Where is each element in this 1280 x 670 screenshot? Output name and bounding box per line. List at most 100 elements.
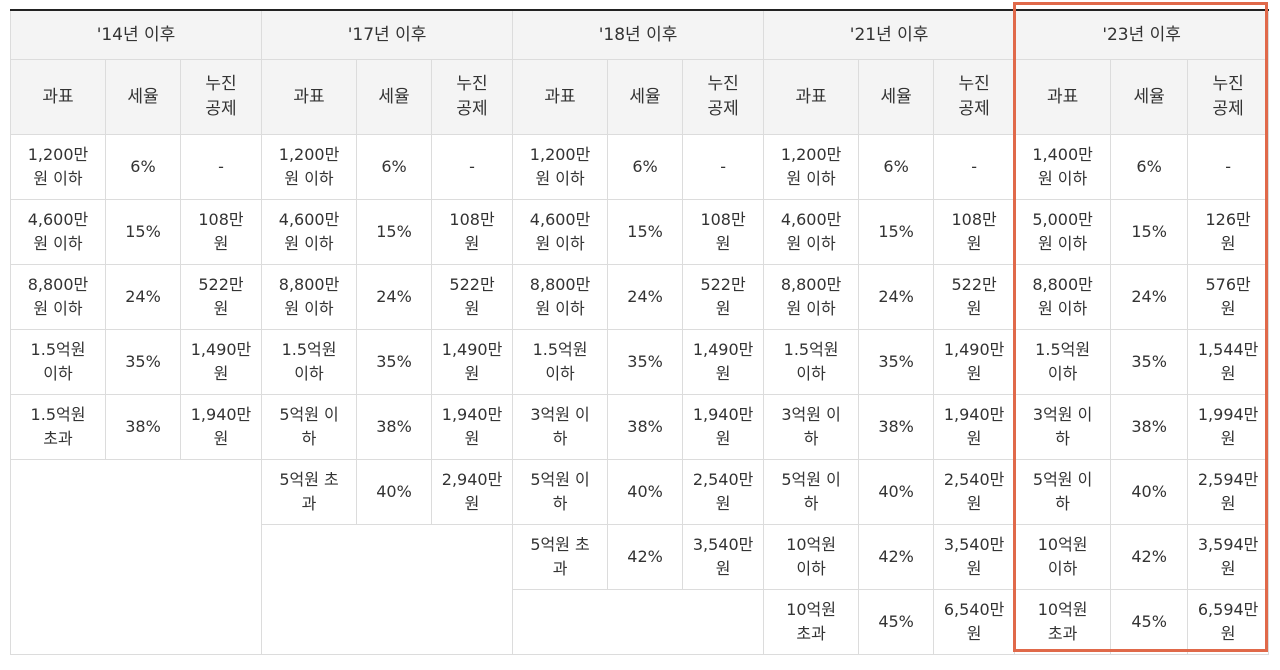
deduction-line: 원 (966, 429, 982, 448)
tax-rate-cell: 15% (105, 199, 181, 265)
tax-rate-cell: 6% (105, 134, 181, 200)
deduction-line: 원 (715, 299, 731, 318)
tax-rate-cell: 40% (1110, 459, 1189, 525)
deduction-line: 원 (966, 364, 982, 383)
tax-rate-cell: 35% (607, 329, 684, 395)
deduction-line: 1,994만 (1197, 405, 1259, 424)
tax-base-cell: 10억원 이하 (1014, 524, 1112, 590)
tax-base-line: 1,200만 (529, 145, 591, 164)
progressive-deduction-cell: 2,540만 원 (682, 459, 765, 525)
tax-base-cell: 8,800만 원 이하 (1014, 264, 1112, 330)
tax-base-cell: 8,800만 원 이하 (763, 264, 860, 330)
tax-rate-cell: 24% (858, 264, 935, 330)
deduction-line: 원 (213, 234, 229, 253)
tax-base-line: 원 이하 (786, 234, 836, 253)
tax-base-line: 1,200만 (27, 145, 89, 164)
table-row: 10억원 초과 45% 6,540만 원 10억원 초과 45% 6,594만 원 (11, 589, 1270, 655)
table-row: 5억원 초 과 42% 3,540만 원 10억원 이하 42% 3,540만 원 10억원 이하 42… (11, 524, 1270, 655)
header-line: 누진 (958, 74, 990, 94)
deduction-line: 1,490만 (692, 340, 754, 359)
deduction-line: 원 (464, 234, 480, 253)
deduction-line: 6,540만 (943, 600, 1005, 619)
deduction-line: - (218, 157, 224, 176)
tax-base-line: 원 이하 (1038, 234, 1088, 253)
tax-base-line: 4,600만 (529, 210, 591, 229)
deduction-line: 126만 (1205, 210, 1251, 229)
tax-rate-cell: 15% (356, 199, 433, 265)
tax-base-line: 1.5억원 (532, 340, 588, 359)
deduction-line: 원 (966, 624, 982, 643)
tax-base-line: 원 이하 (284, 169, 334, 188)
deduction-line: 원 (1220, 299, 1236, 318)
tax-base-cell: 8,800만 원 이하 (512, 264, 609, 330)
tax-rate-cell: 6% (356, 134, 433, 200)
deduction-line: 2,540만 (943, 470, 1005, 489)
tax-base-line: 10억원 (786, 535, 836, 554)
progressive-deduction-cell: 2,940만 원 (431, 459, 514, 525)
tax-base-line: 1,200만 (278, 145, 340, 164)
tax-base-line: 이하 (1047, 559, 1078, 578)
progressive-deduction-cell: 1,940만 원 (682, 394, 765, 460)
tax-base-header: 과표 (763, 59, 860, 135)
progressive-deduction-header: 누진 공제 (179, 59, 263, 135)
tax-base-cell: 4,600만 원 이하 (512, 199, 609, 265)
deduction-line: 원 (966, 494, 982, 513)
tax-base-line: 이하 (43, 364, 73, 383)
progressive-deduction-cell: 6,594만 원 (1187, 589, 1270, 655)
tax-rate-cell: 40% (607, 459, 684, 525)
tax-base-cell: 4,600만 원 이하 (763, 199, 860, 265)
tax-base-line: 이하 (1047, 364, 1078, 383)
deduction-line: 원 (1220, 494, 1236, 513)
progressive-deduction-cell: - (682, 134, 765, 200)
deduction-line: 원 (715, 494, 731, 513)
deduction-line: 108만 (198, 210, 244, 229)
tax-base-line: 원 이하 (1038, 169, 1088, 188)
progressive-deduction-header: 누진 공제 (431, 59, 514, 135)
deduction-line: 1,544만 (1197, 340, 1259, 359)
deduction-line: - (720, 157, 726, 176)
tax-base-cell: 1,200만 원 이하 (10, 134, 106, 200)
tax-rate-cell: 24% (356, 264, 433, 330)
tax-base-cell: 1.5억원 이하 (512, 329, 609, 395)
period-header: '14년 이후 (9, 9, 263, 60)
header-line: 공제 (958, 99, 990, 119)
tax-base-line: 이하 (294, 364, 324, 383)
deduction-line: 원 (715, 234, 731, 253)
tax-base-line: 원 이하 (535, 169, 585, 188)
tax-base-line: 5억원 이 (530, 470, 590, 489)
empty-cell (261, 524, 514, 655)
tax-base-line: 원 이하 (284, 234, 334, 253)
deduction-line: 원 (715, 559, 731, 578)
tax-base-line: 1.5억원 (30, 340, 86, 359)
tax-rate-cell: 35% (105, 329, 181, 395)
deduction-line: 원 (213, 299, 229, 318)
progressive-deduction-cell: - (431, 134, 514, 200)
deduction-line: 2,940만 (441, 470, 503, 489)
deduction-line: 108만 (700, 210, 746, 229)
tax-rate-cell: 24% (607, 264, 684, 330)
tax-base-line: 원 이하 (786, 169, 836, 188)
deduction-line: 522만 (951, 275, 997, 294)
tax-base-line: 8,800만 (529, 275, 591, 294)
deduction-line: 원 (464, 364, 480, 383)
tax-base-line: 10억원 (786, 600, 836, 619)
income-tax-rate-table: '14년 이후 '17년 이후 '18년 이후 '21년 이후 '23년 이후 과표 세율 누… (9, 9, 1270, 655)
empty-cell (9, 459, 263, 655)
progressive-deduction-header: 누진 공제 (1187, 59, 1270, 135)
period-header: '18년 이후 (512, 9, 765, 60)
progressive-deduction-cell: - (179, 134, 263, 200)
deduction-line: 522만 (700, 275, 746, 294)
tax-base-line: 1.5억원 (783, 340, 839, 359)
deduction-line: 522만 (449, 275, 495, 294)
tax-base-header: 과표 (512, 59, 609, 135)
header-line: 누진 (1212, 74, 1244, 94)
progressive-deduction-header: 누진 공제 (682, 59, 765, 135)
tax-rate-cell: 38% (356, 394, 433, 460)
